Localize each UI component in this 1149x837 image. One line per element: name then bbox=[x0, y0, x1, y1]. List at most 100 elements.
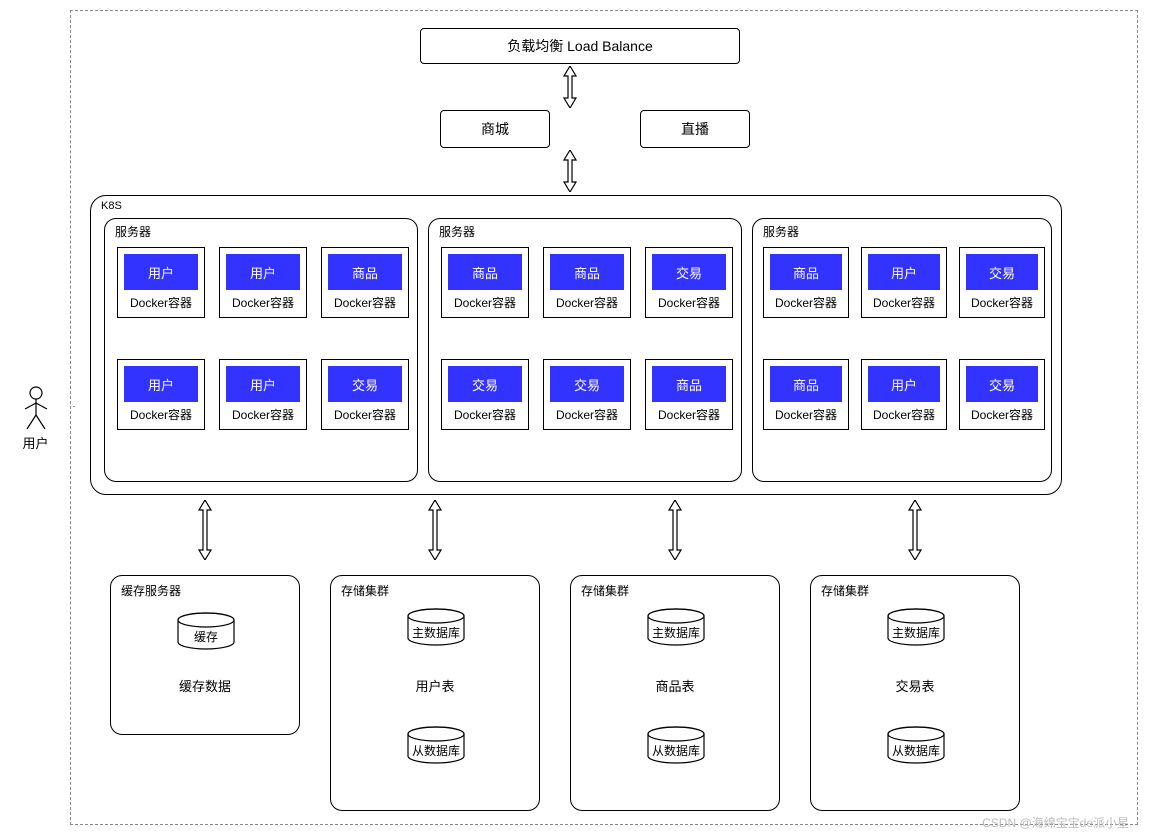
cache-data-label: 缓存数据 bbox=[111, 676, 299, 695]
table-name-label: 商品表 bbox=[571, 676, 779, 695]
app-mall-box: 商城 bbox=[440, 110, 550, 148]
docker-container: 用户 Docker容器 bbox=[861, 359, 947, 430]
docker-label: Docker容器 bbox=[442, 294, 528, 317]
container-service-label: 商品 bbox=[448, 254, 522, 290]
docker-container: 交易 Docker容器 bbox=[441, 359, 529, 430]
storage-cluster-box: 存储集群 主数据库 商品表 从数据库 bbox=[570, 575, 780, 811]
load-balance-label: 负载均衡 Load Balance bbox=[507, 36, 653, 56]
bidir-arrow-icon bbox=[195, 500, 215, 560]
docker-label: Docker容器 bbox=[322, 294, 408, 317]
bidir-arrow-icon bbox=[905, 500, 925, 560]
docker-container: 用户 Docker容器 bbox=[219, 247, 307, 318]
app-live-box: 直播 bbox=[640, 110, 750, 148]
bidir-arrow-icon bbox=[560, 66, 580, 108]
docker-label: Docker容器 bbox=[442, 406, 528, 429]
container-service-label: 用户 bbox=[868, 254, 940, 290]
master-db-label: 主数据库 bbox=[396, 624, 476, 641]
master-db-label: 主数据库 bbox=[636, 624, 716, 641]
docker-container: 用户 Docker容器 bbox=[117, 247, 205, 318]
cache-cylinder: 缓存 bbox=[166, 612, 246, 645]
docker-label: Docker容器 bbox=[960, 406, 1044, 429]
server-box: 服务器商品Docker容器商品Docker容器交易Docker容器交易Docke… bbox=[428, 218, 742, 482]
docker-label: Docker容器 bbox=[862, 406, 946, 429]
docker-label: Docker容器 bbox=[646, 294, 732, 317]
docker-container: 用户 Docker容器 bbox=[117, 359, 205, 430]
docker-container: 商品Docker容器 bbox=[763, 359, 849, 430]
storage-cluster-title: 存储集群 bbox=[581, 582, 629, 599]
server-label: 服务器 bbox=[763, 223, 799, 240]
server-box: 服务器商品Docker容器用户Docker容器交易Docker容器商品Docke… bbox=[752, 218, 1052, 482]
container-service-label: 用户 bbox=[226, 254, 300, 290]
cache-server-box: 缓存服务器 缓存 缓存数据 bbox=[110, 575, 300, 735]
slave-db-label: 从数据库 bbox=[876, 742, 956, 759]
server-box: 服务器用户Docker容器用户Docker容器商品Docker容器用户Docke… bbox=[104, 218, 418, 482]
docker-label: Docker容器 bbox=[646, 406, 732, 429]
bidir-arrow-icon bbox=[665, 500, 685, 560]
docker-container: 商品 Docker容器 bbox=[441, 247, 529, 318]
bidir-arrow-icon bbox=[425, 500, 445, 560]
docker-label: Docker容器 bbox=[960, 294, 1044, 317]
container-service-label: 用户 bbox=[124, 366, 198, 402]
cache-cyl-label: 缓存 bbox=[166, 628, 246, 645]
storage-cluster-title: 存储集群 bbox=[821, 582, 869, 599]
cache-server-title: 缓存服务器 bbox=[121, 582, 181, 599]
arrow-right-icon bbox=[48, 405, 78, 407]
docker-label: Docker容器 bbox=[764, 294, 848, 317]
container-service-label: 用户 bbox=[226, 366, 300, 402]
storage-cluster-box: 存储集群 主数据库 用户表 从数据库 bbox=[330, 575, 540, 811]
container-service-label: 交易 bbox=[448, 366, 522, 402]
container-service-label: 商品 bbox=[550, 254, 624, 290]
app-mall-label: 商城 bbox=[481, 119, 509, 139]
person-icon bbox=[21, 385, 51, 431]
docker-label: Docker容器 bbox=[220, 294, 306, 317]
master-db-label: 主数据库 bbox=[876, 624, 956, 641]
docker-container: 交易 Docker容器 bbox=[959, 247, 1045, 318]
master-db: 主数据库 bbox=[396, 608, 476, 641]
storage-cluster-title: 存储集群 bbox=[341, 582, 389, 599]
docker-container: 商品 Docker容器 bbox=[763, 247, 849, 318]
docker-container: 商品Docker容器 bbox=[321, 247, 409, 318]
watermark-text: CSDN @海绵宝宝de派小星 bbox=[982, 814, 1129, 831]
k8s-label: K8S bbox=[98, 200, 125, 212]
docker-label: Docker容器 bbox=[544, 406, 630, 429]
server-label: 服务器 bbox=[439, 223, 475, 240]
docker-container: 商品 Docker容器 bbox=[645, 359, 733, 430]
docker-label: Docker容器 bbox=[544, 294, 630, 317]
container-service-label: 交易 bbox=[966, 366, 1038, 402]
container-service-label: 商品 bbox=[770, 254, 842, 290]
slave-db-label: 从数据库 bbox=[396, 742, 476, 759]
container-service-label: 商品 bbox=[652, 366, 726, 402]
docker-container: 用户 Docker容器 bbox=[861, 247, 947, 318]
container-service-label: 交易 bbox=[550, 366, 624, 402]
server-label: 服务器 bbox=[115, 223, 151, 240]
docker-label: Docker容器 bbox=[118, 406, 204, 429]
docker-label: Docker容器 bbox=[322, 406, 408, 429]
actor-user: 用户 bbox=[8, 385, 63, 452]
docker-container: 交易 Docker容器 bbox=[543, 359, 631, 430]
docker-container: 交易 Docker容器 bbox=[959, 359, 1045, 430]
storage-cluster-box: 存储集群 主数据库 交易表 从数据库 bbox=[810, 575, 1020, 811]
slave-db: 从数据库 bbox=[396, 726, 476, 759]
docker-container: 商品 Docker容器 bbox=[543, 247, 631, 318]
docker-container: 交易 Docker容器 bbox=[645, 247, 733, 318]
container-service-label: 交易 bbox=[966, 254, 1038, 290]
slave-db: 从数据库 bbox=[876, 726, 956, 759]
docker-label: Docker容器 bbox=[118, 294, 204, 317]
docker-label: Docker容器 bbox=[862, 294, 946, 317]
container-service-label: 交易 bbox=[652, 254, 726, 290]
container-service-label: 用户 bbox=[124, 254, 198, 290]
docker-container: 交易Docker容器 bbox=[321, 359, 409, 430]
docker-label: Docker容器 bbox=[764, 406, 848, 429]
container-service-label: 用户 bbox=[868, 366, 940, 402]
slave-db-label: 从数据库 bbox=[636, 742, 716, 759]
table-name-label: 交易表 bbox=[811, 676, 1019, 695]
bidir-arrow-icon bbox=[560, 150, 580, 192]
master-db: 主数据库 bbox=[876, 608, 956, 641]
slave-db: 从数据库 bbox=[636, 726, 716, 759]
app-live-label: 直播 bbox=[681, 119, 709, 139]
actor-label: 用户 bbox=[8, 433, 63, 452]
load-balance-box: 负载均衡 Load Balance bbox=[420, 28, 740, 64]
master-db: 主数据库 bbox=[636, 608, 716, 641]
table-name-label: 用户表 bbox=[331, 676, 539, 695]
docker-label: Docker容器 bbox=[220, 406, 306, 429]
